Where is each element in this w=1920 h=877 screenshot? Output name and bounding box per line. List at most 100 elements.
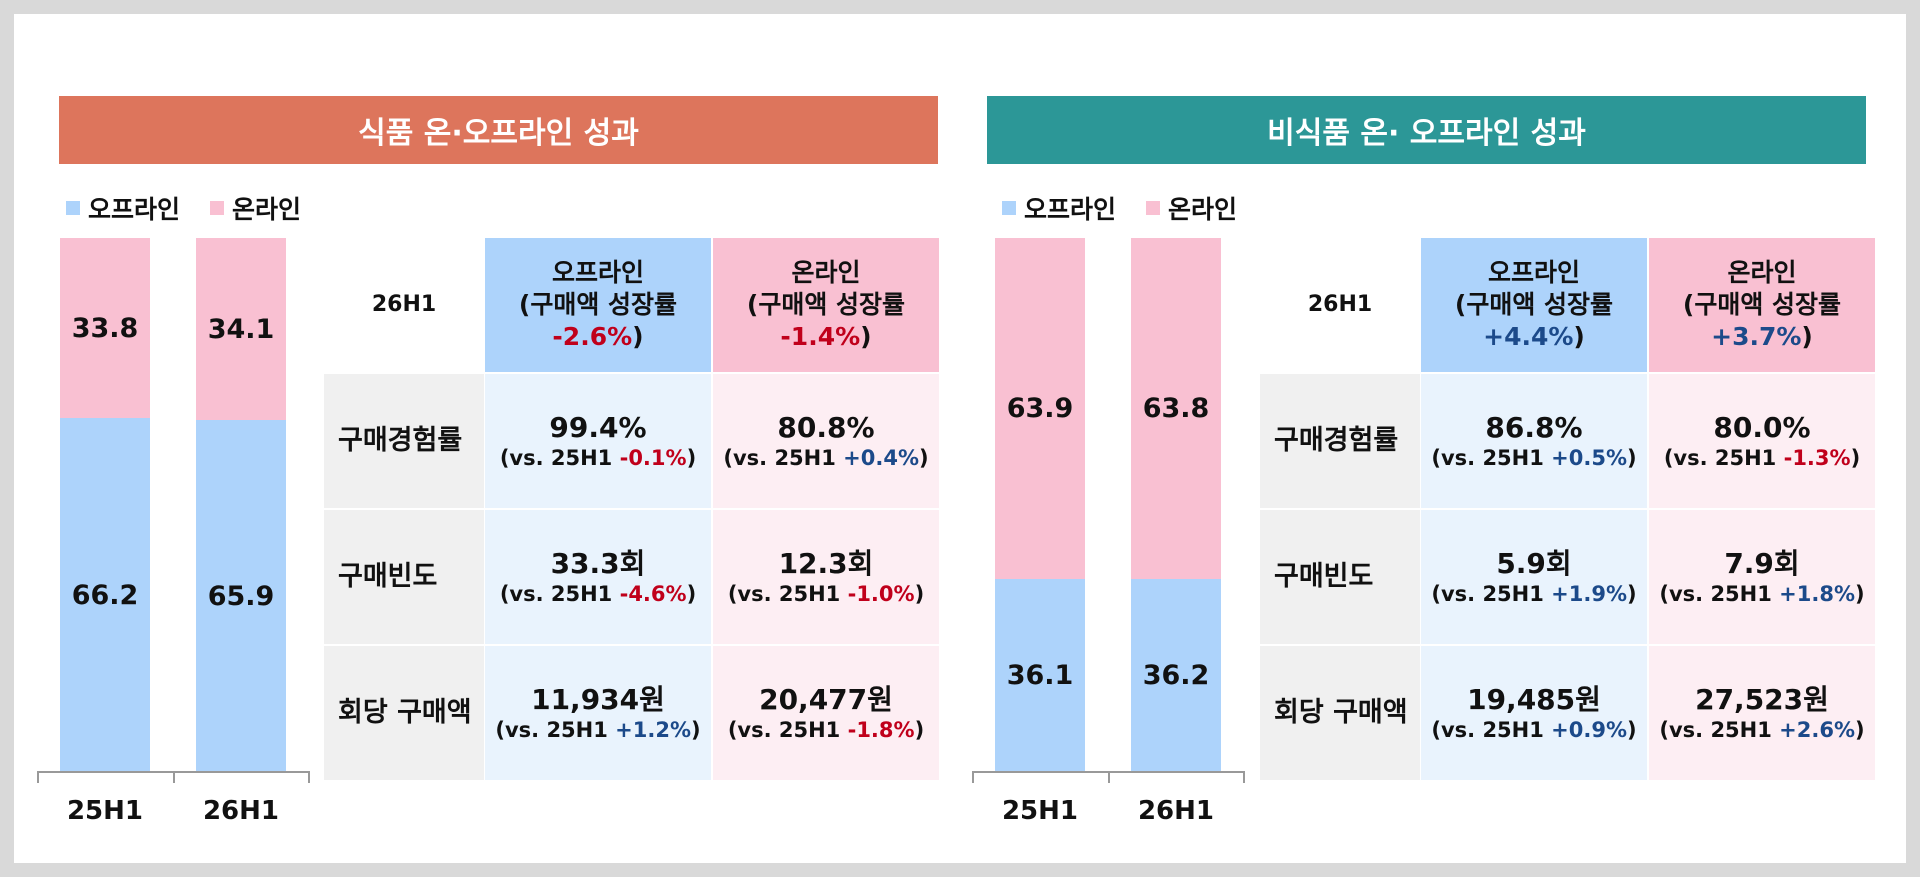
bar-segment-online: 33.8 xyxy=(60,238,150,418)
online-metric-cell: 80.0% (vs. 25H1 -1.3%) xyxy=(1649,374,1875,508)
nonfood-panel-title: 비식품 온· 오프라인 성과 xyxy=(1267,116,1586,151)
row-label: 구매경험률 xyxy=(324,374,484,508)
metric-change: (vs. 25H1 +0.9%) xyxy=(1431,718,1637,743)
metric-value: 80.0% xyxy=(1713,410,1811,444)
online-metric-cell: 12.3회 (vs. 25H1 -1.0%) xyxy=(713,510,939,644)
header-channel: 온라인 xyxy=(791,258,861,287)
offline-swatch xyxy=(1002,201,1016,215)
bar-segment-online: 34.1 xyxy=(196,238,286,420)
metric-change: (vs. 25H1 +2.6%) xyxy=(1659,718,1865,743)
bar-26h1: 63.8 36.2 xyxy=(1131,238,1221,772)
metric-value: 12.3회 xyxy=(778,546,874,580)
offline-column-header: 오프라인 (구매액 성장률 +4.4%) xyxy=(1421,238,1647,372)
period-label: 26H1 xyxy=(371,291,437,317)
bar-25h1: 63.9 36.1 xyxy=(995,238,1085,772)
bar-segment-offline: 36.1 xyxy=(995,579,1085,772)
x-tick-label: 25H1 xyxy=(1001,796,1079,826)
data-label-online: 33.8 xyxy=(71,312,139,344)
metric-change: (vs. 25H1 -1.3%) xyxy=(1663,446,1861,471)
offline-metric-cell: 99.4% (vs. 25H1 -0.1%) xyxy=(485,374,711,508)
metric-value: 86.8% xyxy=(1485,410,1583,444)
food-legend: 오프라인 온라인 xyxy=(66,190,301,226)
metric-change: (vs. 25H1 +0.4%) xyxy=(723,446,929,471)
metric-change: (vs. 25H1 +1.8%) xyxy=(1659,582,1865,607)
x-axis-tick xyxy=(37,771,39,783)
row-label: 구매빈도 xyxy=(1260,510,1420,644)
header-channel: 온라인 xyxy=(1727,258,1797,287)
row-label: 구매경험률 xyxy=(1260,374,1420,508)
nonfood-panel-header: 비식품 온· 오프라인 성과 xyxy=(987,96,1866,164)
bar-segment-offline: 66.2 xyxy=(60,418,150,772)
metric-value: 19,485원 xyxy=(1467,682,1601,716)
metric-change: (vs. 25H1 -1.0%) xyxy=(727,582,925,607)
legend-label-offline: 오프라인 xyxy=(88,195,181,224)
metric-change: (vs. 25H1 +1.2%) xyxy=(495,718,701,743)
header-growth-rate: +4.4%) xyxy=(1483,322,1585,351)
online-metric-cell: 7.9회 (vs. 25H1 +1.8%) xyxy=(1649,510,1875,644)
bar-segment-offline: 65.9 xyxy=(196,420,286,772)
food-panel-title: 식품 온·오프라인 성과 xyxy=(358,116,639,151)
growth-rate: +3.7% xyxy=(1711,322,1802,351)
row-label: 회당 구매액 xyxy=(1260,646,1420,780)
metric-change: (vs. 25H1 +0.5%) xyxy=(1431,446,1637,471)
header-growth: (구매액 성장률 xyxy=(1682,290,1842,319)
data-label-offline: 66.2 xyxy=(71,579,139,611)
x-tick-label: 25H1 xyxy=(66,796,144,826)
header-growth: (구매액 성장률 xyxy=(518,290,678,319)
offline-metric-cell: 86.8% (vs. 25H1 +0.5%) xyxy=(1421,374,1647,508)
data-label-offline: 65.9 xyxy=(207,580,275,612)
metric-value: 80.8% xyxy=(777,410,875,444)
bar-segment-offline: 36.2 xyxy=(1131,579,1221,772)
online-swatch xyxy=(210,201,225,215)
metric-value: 7.9회 xyxy=(1724,546,1800,580)
metric-change: (vs. 25H1 -0.1%) xyxy=(499,446,697,471)
growth-rate: -2.6% xyxy=(552,322,633,351)
growth-rate: +4.4% xyxy=(1483,322,1574,351)
legend-label-offline: 오프라인 xyxy=(1024,195,1117,224)
legend-item-online: 온라인 xyxy=(1146,190,1237,226)
online-metric-cell: 20,477원 (vs. 25H1 -1.8%) xyxy=(713,646,939,780)
data-label-offline: 36.1 xyxy=(1006,660,1074,691)
header-channel: 오프라인 xyxy=(1487,258,1580,287)
header-growth-rate: -2.6%) xyxy=(552,322,644,351)
food-panel-header: 식품 온·오프라인 성과 xyxy=(59,96,938,164)
bar-segment-online: 63.9 xyxy=(995,238,1085,579)
metric-value: 5.9회 xyxy=(1496,546,1572,580)
row-label: 구매빈도 xyxy=(324,510,484,644)
period-label: 26H1 xyxy=(1307,291,1373,317)
header-growth: (구매액 성장률 xyxy=(746,290,906,319)
x-tick-label: 26H1 xyxy=(1137,796,1215,826)
data-label-online: 63.9 xyxy=(1006,393,1074,424)
metric-value: 11,934원 xyxy=(531,682,665,716)
x-axis-tick xyxy=(308,771,310,783)
legend-item-offline: 오프라인 xyxy=(1002,190,1116,226)
metric-value: 20,477원 xyxy=(759,682,893,716)
nonfood-legend: 오프라인 온라인 xyxy=(1002,190,1237,226)
metric-change: (vs. 25H1 -4.6%) xyxy=(499,582,697,607)
data-label-online: 63.8 xyxy=(1142,393,1210,424)
header-growth-rate: -1.4%) xyxy=(780,322,872,351)
offline-metric-cell: 33.3회 (vs. 25H1 -4.6%) xyxy=(485,510,711,644)
data-label-offline: 36.2 xyxy=(1142,660,1210,691)
x-tick-label: 26H1 xyxy=(202,796,280,826)
online-metric-cell: 27,523원 (vs. 25H1 +2.6%) xyxy=(1649,646,1875,780)
online-column-header: 온라인 (구매액 성장률 +3.7%) xyxy=(1649,238,1875,372)
legend-item-offline: 오프라인 xyxy=(66,190,180,226)
row-label: 회당 구매액 xyxy=(324,646,484,780)
legend-label-online: 온라인 xyxy=(232,195,302,224)
online-swatch xyxy=(1146,201,1161,215)
x-axis-tick xyxy=(972,771,974,783)
offline-metric-cell: 5.9회 (vs. 25H1 +1.9%) xyxy=(1421,510,1647,644)
bar-segment-online: 63.8 xyxy=(1131,238,1221,579)
metric-value: 33.3회 xyxy=(550,546,646,580)
offline-column-header: 오프라인 (구매액 성장률 -2.6%) xyxy=(485,238,711,372)
offline-metric-cell: 19,485원 (vs. 25H1 +0.9%) xyxy=(1421,646,1647,780)
header-growth: (구매액 성장률 xyxy=(1454,290,1614,319)
header-channel: 오프라인 xyxy=(551,258,644,287)
bar-25h1: 33.8 66.2 xyxy=(60,238,150,772)
slide: 식품 온·오프라인 성과 오프라인 온라인 33.8 66.2 34.1 65.… xyxy=(14,14,1906,863)
x-axis-tick xyxy=(1243,771,1245,783)
header-growth-rate: +3.7%) xyxy=(1711,322,1813,351)
legend-item-online: 온라인 xyxy=(210,190,301,226)
metric-value: 99.4% xyxy=(549,410,647,444)
